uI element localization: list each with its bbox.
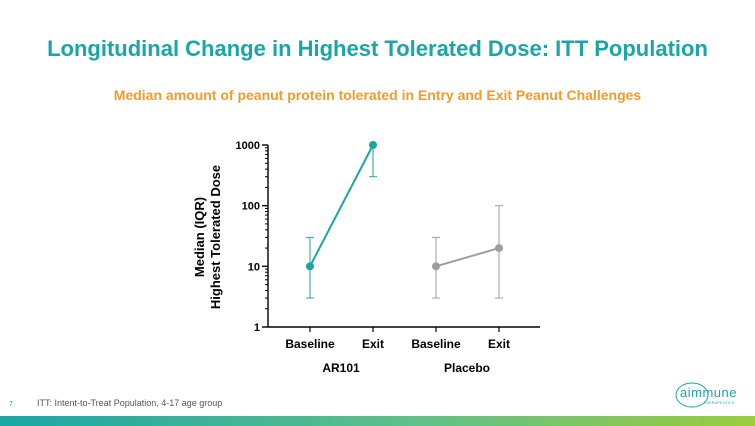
group-label: AR101 [322,361,360,375]
y-tick-label: 10 [248,261,260,273]
page-number: 7 [9,401,13,408]
median-point [495,244,503,253]
y-axis-label-line1: Median (IQR) [192,197,207,277]
y-axis-label-line2: Highest Tolerated Dose [208,165,223,309]
bottom-accent-bar [0,416,755,426]
slide-subtitle: Median amount of peanut protein tolerate… [113,87,642,103]
median-point [369,141,377,149]
logo-wordmark: aimmune [680,385,737,400]
slide-title: Longitudinal Change in Highest Tolerated… [47,36,708,61]
median-point [306,262,314,271]
median-point [432,262,440,271]
group-label: Placebo [444,361,490,375]
footnote: ITT: Intent-to-Treat Population, 4-17 ag… [37,398,223,408]
y-tick-label: 100 [242,201,260,213]
y-tick-label: 1000 [236,140,260,152]
x-tick-label: Exit [362,337,384,351]
median-line [309,144,374,267]
y-tick-label: 1 [254,322,260,334]
x-tick-label: Baseline [285,337,335,351]
x-tick-label: Exit [488,337,510,351]
logo-subtext: THERAPEUTICS [704,401,735,405]
aimmune-logo: aimmune THERAPEUTICS [672,380,746,410]
x-tick-label: Baseline [411,337,461,351]
logo-ring-icon [675,382,709,408]
median-line [435,247,500,268]
